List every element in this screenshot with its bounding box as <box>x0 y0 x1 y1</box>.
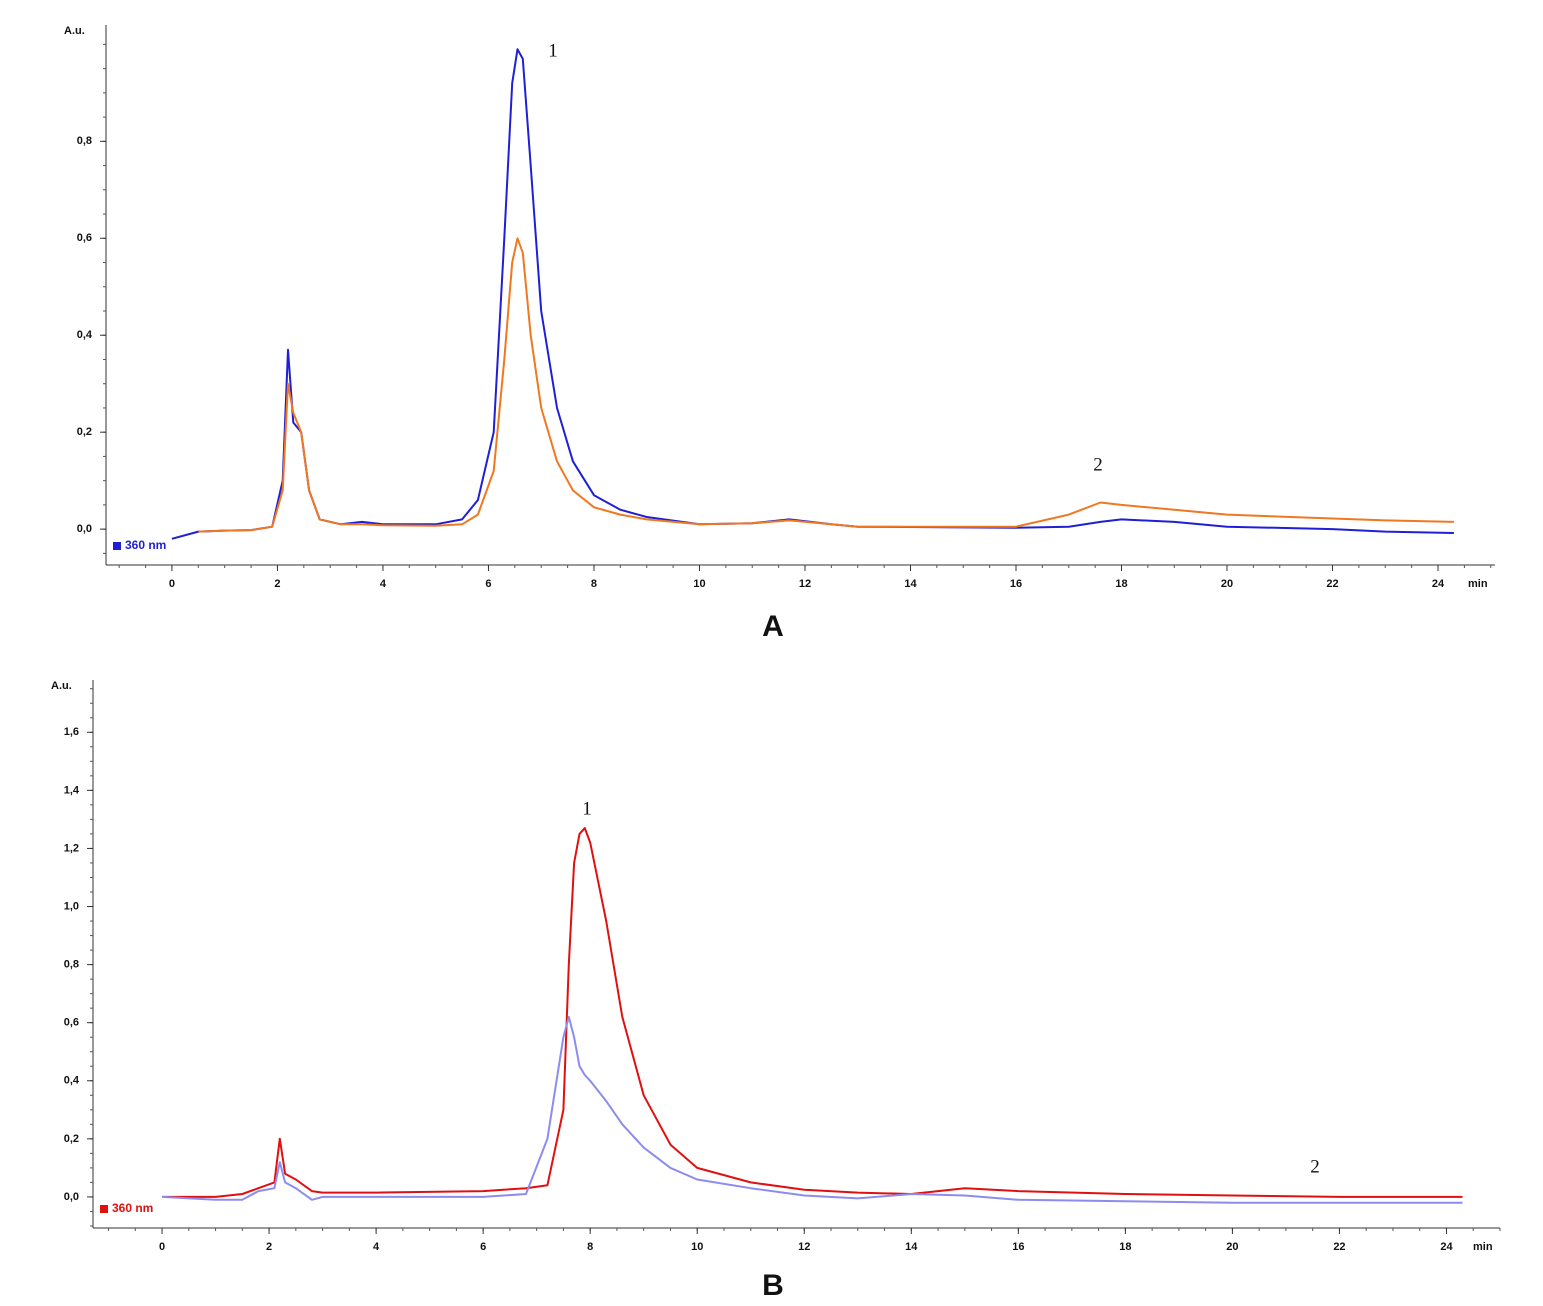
legend-label: 360 nm <box>125 538 166 552</box>
panel-label: B <box>762 1269 784 1302</box>
x-tick-label: 6 <box>480 1241 486 1253</box>
series-line <box>198 237 1454 533</box>
x-tick-label: 10 <box>693 578 705 590</box>
x-tick-label: 24 <box>1440 1241 1453 1253</box>
x-tick-label: 10 <box>691 1241 703 1253</box>
x-tick-label: 22 <box>1333 1241 1345 1253</box>
x-tick-label: 16 <box>1010 578 1022 590</box>
y-axis-label: A.u. <box>64 25 85 37</box>
y-tick-label: 1,4 <box>64 784 80 796</box>
x-tick-label: 20 <box>1226 1241 1238 1253</box>
y-tick-label: 0,8 <box>77 135 92 147</box>
y-tick-label: 0,2 <box>64 1133 79 1145</box>
peak-annotation: 2 <box>1093 454 1103 475</box>
x-tick-label: 12 <box>798 1241 810 1253</box>
y-tick-label: 0,2 <box>77 426 92 438</box>
legend-label: 360 nm <box>112 1201 153 1215</box>
y-tick-label: 1,6 <box>64 726 79 738</box>
y-tick-label: 0,4 <box>77 329 93 341</box>
x-tick-label: 4 <box>373 1241 380 1253</box>
x-tick-label: 8 <box>591 578 597 590</box>
y-tick-label: 0,0 <box>64 1191 79 1203</box>
x-tick-label: 20 <box>1221 578 1233 590</box>
peak-annotation: 2 <box>1310 1156 1320 1177</box>
series-line <box>161 1015 1463 1204</box>
x-tick-label: 14 <box>905 1241 918 1253</box>
legend-swatch <box>100 1205 108 1213</box>
x-tick-label: 0 <box>169 578 175 590</box>
y-tick-label: 0,4 <box>64 1075 80 1087</box>
x-tick-label: 0 <box>159 1241 165 1253</box>
y-tick-label: 0,8 <box>64 959 79 971</box>
x-tick-label: 18 <box>1115 578 1127 590</box>
y-tick-label: 0,6 <box>77 232 92 244</box>
peak-annotation: 1 <box>582 798 592 819</box>
panel-label: A <box>762 610 784 643</box>
series-line <box>171 48 1454 540</box>
peak-annotation: 1 <box>548 40 558 61</box>
x-tick-label: 4 <box>380 578 387 590</box>
x-tick-label: 18 <box>1119 1241 1131 1253</box>
x-tick-label: 12 <box>799 578 811 590</box>
x-tick-label: 14 <box>904 578 917 590</box>
x-tick-label: 2 <box>266 1241 272 1253</box>
x-tick-label: 2 <box>274 578 280 590</box>
y-tick-label: 1,2 <box>64 842 79 854</box>
x-tick-label: 22 <box>1326 578 1338 590</box>
x-tick-label: 6 <box>485 578 491 590</box>
x-tick-label: 16 <box>1012 1241 1024 1253</box>
legend-swatch <box>113 542 121 550</box>
x-tick-label: 8 <box>587 1241 593 1253</box>
x-axis-label: min <box>1468 578 1488 590</box>
x-tick-label: 24 <box>1432 578 1445 590</box>
y-tick-label: 0,0 <box>77 523 92 535</box>
y-axis-label: A.u. <box>51 680 72 692</box>
y-tick-label: 1,0 <box>64 900 79 912</box>
y-tick-label: 0,6 <box>64 1017 79 1029</box>
x-axis-label: min <box>1473 1241 1493 1253</box>
series-line <box>162 827 1463 1198</box>
